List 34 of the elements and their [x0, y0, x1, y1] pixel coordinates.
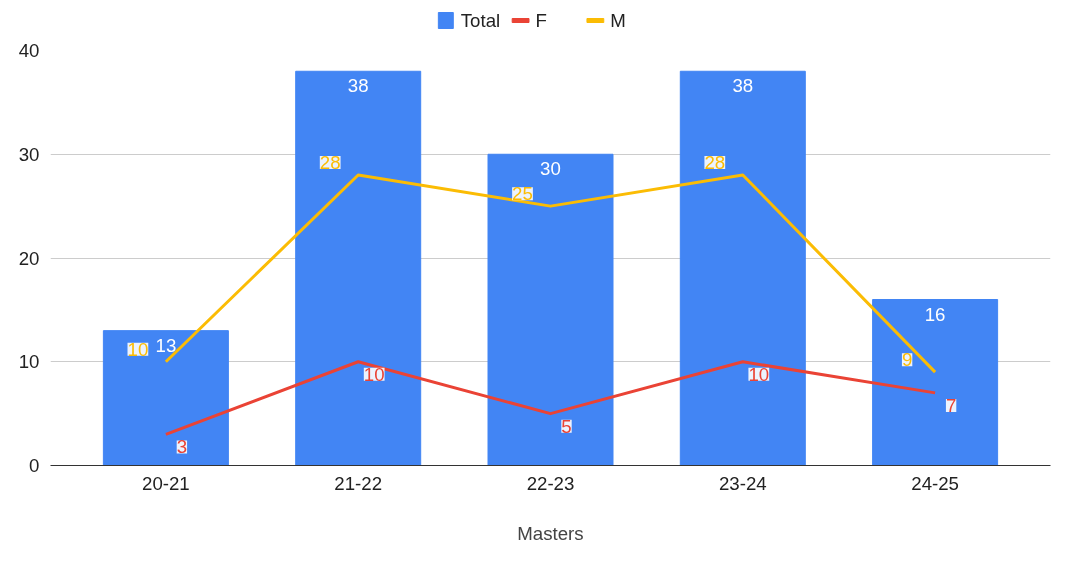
y-tick-label: 20 — [18, 247, 40, 269]
bar — [487, 153, 614, 466]
legend-label: M — [610, 10, 626, 31]
data-label: 3 — [176, 436, 188, 458]
data-label: 30 — [540, 158, 561, 180]
legend-label: F — [535, 10, 547, 31]
x-tick-label: 21-22 — [334, 472, 383, 494]
data-label: 7 — [945, 394, 957, 416]
data-label: 5 — [561, 415, 572, 437]
y-tick-label: 40 — [18, 40, 40, 61]
x-tick-label: 20-21 — [142, 472, 190, 494]
bar — [102, 330, 229, 466]
bar — [679, 70, 806, 466]
x-tick-label: 22-23 — [526, 472, 575, 494]
x-tick-label: 23-24 — [718, 472, 767, 494]
y-tick-label: 0 — [29, 455, 40, 476]
bar — [295, 70, 422, 466]
y-tick-label: 10 — [18, 351, 40, 373]
data-label: 38 — [347, 75, 369, 97]
y-tick-label: 30 — [18, 143, 40, 165]
data-label: 13 — [155, 334, 177, 356]
data-label: 10 — [363, 363, 385, 385]
legend-label: Total — [460, 10, 501, 31]
data-label: 38 — [732, 75, 754, 97]
bar — [872, 299, 999, 466]
data-label: 9 — [901, 349, 913, 371]
data-label: 16 — [924, 303, 946, 325]
x-axis-title: Masters — [517, 522, 584, 544]
x-tick-label: 24-25 — [911, 472, 959, 494]
data-label: 28 — [704, 152, 726, 173]
data-label: 10 — [748, 363, 770, 385]
data-label: 28 — [319, 152, 341, 173]
data-label: 10 — [127, 338, 149, 360]
data-label: 25 — [512, 183, 533, 205]
